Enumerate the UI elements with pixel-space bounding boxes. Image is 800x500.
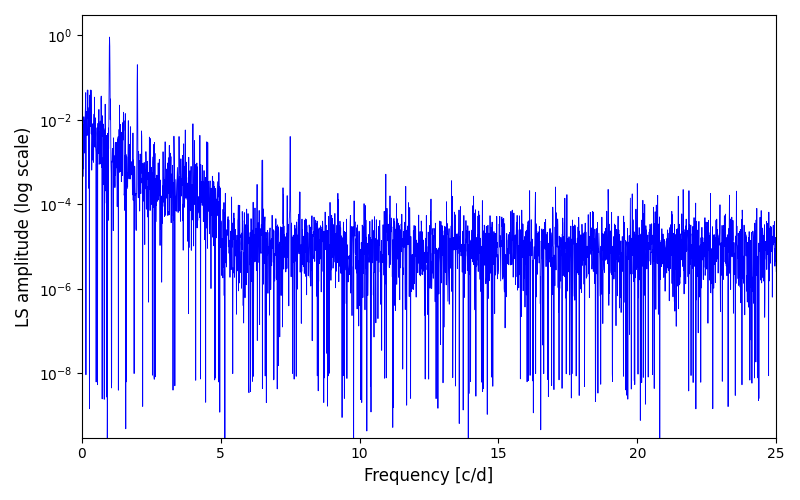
- X-axis label: Frequency [c/d]: Frequency [c/d]: [364, 467, 494, 485]
- Y-axis label: LS amplitude (log scale): LS amplitude (log scale): [15, 126, 33, 326]
